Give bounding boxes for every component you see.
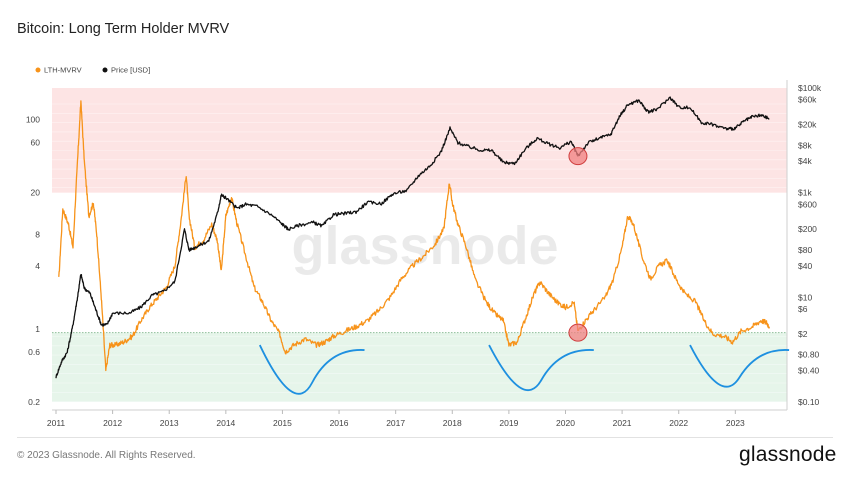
series-layer bbox=[55, 96, 770, 379]
x-tick-label: 2023 bbox=[726, 418, 745, 428]
lth-mvrv-line bbox=[58, 100, 770, 372]
left-tick-label: 0.6 bbox=[28, 347, 40, 357]
highlight-marker bbox=[568, 323, 588, 342]
legend-price-label[interactable]: Price [USD] bbox=[111, 66, 150, 75]
x-tick-label: 2012 bbox=[103, 418, 122, 428]
left-tick-label: 20 bbox=[31, 188, 41, 198]
highlight-marker bbox=[568, 147, 588, 166]
price-line bbox=[55, 96, 770, 379]
brand-logo[interactable]: glassnode bbox=[739, 443, 837, 466]
right-tick-label: $100k bbox=[798, 83, 822, 93]
band-layer bbox=[52, 88, 787, 402]
right-tick-label: $2 bbox=[798, 329, 808, 339]
cycle-bottom-curve bbox=[258, 344, 365, 395]
cycle-bottom-curve bbox=[488, 344, 594, 392]
left-tick-label: 100 bbox=[26, 115, 40, 125]
x-tick-label: 2013 bbox=[160, 418, 179, 428]
legend-price-swatch bbox=[102, 67, 108, 73]
right-tick-label: $0.10 bbox=[798, 397, 820, 407]
x-tick-label: 2011 bbox=[47, 418, 66, 428]
x-axis: 2011 2012 2013 2014 2015 2016 2017 2018 2019 2020… bbox=[47, 410, 745, 428]
right-tick-label: $1k bbox=[798, 188, 812, 198]
left-tick-label: 1 bbox=[35, 324, 40, 334]
right-tick-label: $60k bbox=[798, 95, 817, 105]
right-tick-label: $10 bbox=[798, 292, 812, 302]
footer-divider bbox=[17, 437, 833, 438]
legend[interactable]: LTH-MVRV Price [USD] bbox=[35, 66, 151, 75]
right-tick-label: $80 bbox=[798, 245, 812, 255]
left-tick-label: 4 bbox=[35, 261, 40, 271]
x-tick-label: 2017 bbox=[386, 418, 405, 428]
right-tick-label: $200 bbox=[798, 224, 817, 234]
left-axis: 0.2 0.6 1 4 8 20 60 100 bbox=[26, 115, 40, 407]
x-tick-label: 2022 bbox=[669, 418, 688, 428]
annotation-layer bbox=[258, 147, 790, 395]
right-tick-label: $40 bbox=[798, 261, 812, 271]
legend-lth-label[interactable]: LTH-MVRV bbox=[44, 66, 82, 75]
x-tick-label: 2020 bbox=[556, 418, 575, 428]
grid-layer bbox=[52, 80, 788, 411]
x-tick-label: 2019 bbox=[499, 418, 518, 428]
watermark-text: glassnode bbox=[291, 216, 558, 276]
x-tick-label: 2015 bbox=[273, 418, 292, 428]
chart-title: Bitcoin: Long Term Holder MVRV bbox=[17, 21, 230, 37]
legend-lth-swatch bbox=[35, 67, 41, 73]
right-tick-label: $600 bbox=[798, 199, 817, 209]
left-tick-label: 8 bbox=[35, 229, 40, 239]
x-tick-label: 2018 bbox=[443, 418, 462, 428]
right-tick-label: $20k bbox=[798, 120, 817, 130]
right-tick-label: $0.80 bbox=[798, 350, 820, 360]
x-tick-label: 2016 bbox=[330, 418, 349, 428]
x-tick-label: 2014 bbox=[216, 418, 235, 428]
right-tick-label: $0.40 bbox=[798, 365, 820, 375]
left-tick-label: 0.2 bbox=[28, 397, 40, 407]
cycle-bottom-curve bbox=[689, 344, 790, 388]
band-low bbox=[52, 332, 787, 402]
right-tick-label: $8k bbox=[798, 140, 812, 150]
x-tick-label: 2021 bbox=[613, 418, 632, 428]
right-tick-label: $4k bbox=[798, 156, 812, 166]
copyright-text: © 2023 Glassnode. All Rights Reserved. bbox=[17, 450, 196, 461]
right-axis: $0.10 $0.40 $0.80 $2 $6 $10 $40 $80 $200 $600$1k $… bbox=[798, 83, 822, 407]
left-tick-label: 60 bbox=[31, 138, 41, 148]
right-tick-label: $6 bbox=[798, 304, 808, 314]
